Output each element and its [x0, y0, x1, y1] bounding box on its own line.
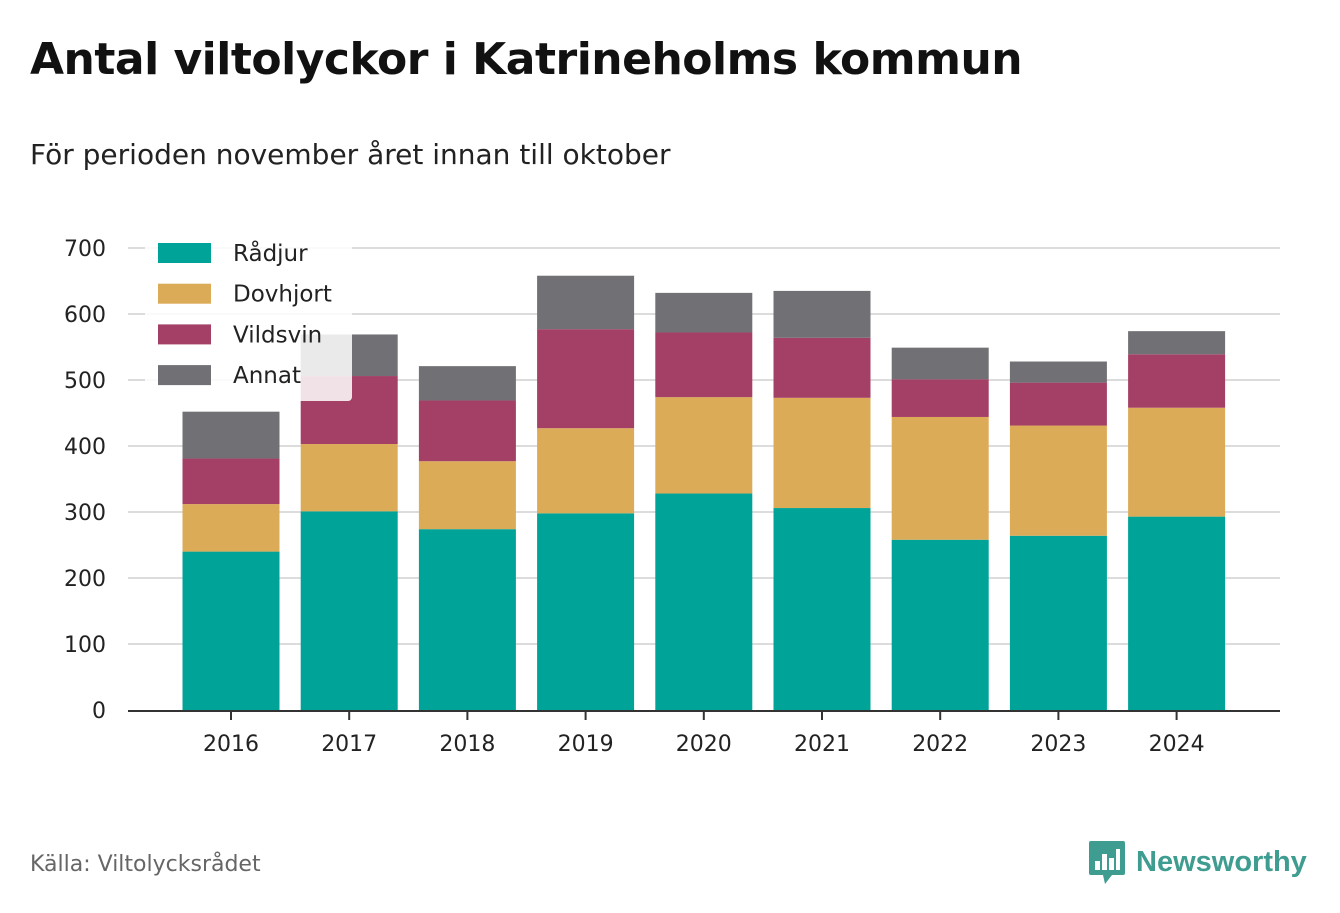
legend-swatch	[158, 365, 211, 386]
chart-title: Antal viltolyckor i Katrineholms kommun	[30, 34, 1023, 85]
bar-segment-vildsvin-2024	[1128, 354, 1226, 408]
y-tick-label: 600	[64, 303, 106, 328]
legend-label: Annat	[233, 363, 301, 389]
bar-segment-rådjur-2016	[182, 551, 280, 710]
legend-swatch	[158, 324, 211, 345]
bar-segment-rådjur-2023	[1009, 535, 1107, 710]
y-tick-label: 400	[64, 435, 106, 460]
x-axis: 2016 2017 2018 2019 2020 2021 2022 2023 2024	[128, 710, 1280, 757]
bar-segment-dovhjort-2022	[891, 416, 989, 540]
brand-logo: Newsworthy	[1088, 838, 1307, 886]
legend-label: Vildsvin	[233, 322, 322, 348]
y-tick-label: 700	[64, 237, 106, 262]
bar-segment-vildsvin-2022	[891, 379, 989, 417]
x-tick-label: 2021	[794, 732, 850, 757]
bar-segment-annat-2024	[1128, 331, 1226, 355]
bar-segment-dovhjort-2020	[655, 397, 753, 494]
y-axis: 0 100 200 300 400 500 600 700	[64, 237, 106, 724]
x-tick-label: 2016	[203, 732, 259, 757]
y-tick-label: 200	[64, 567, 106, 592]
legend-label: Rådjur	[233, 239, 308, 267]
bar-segment-rådjur-2019	[537, 513, 635, 710]
bar-segment-dovhjort-2024	[1128, 407, 1226, 517]
bar-segment-vildsvin-2023	[1009, 382, 1107, 426]
legend-swatch	[158, 243, 211, 263]
bar-segment-annat-2021	[773, 290, 871, 338]
bar-segment-rådjur-2017	[300, 511, 398, 710]
bar-segment-rådjur-2018	[418, 529, 516, 710]
legend-label: Dovhjort	[233, 282, 332, 308]
bar-segment-annat-2020	[655, 292, 753, 333]
x-tick-label: 2024	[1149, 732, 1205, 757]
bar-segment-vildsvin-2018	[418, 400, 516, 462]
brand-name: Newsworthy	[1136, 845, 1307, 878]
bar-segment-annat-2022	[891, 347, 989, 380]
bar-segment-rådjur-2021	[773, 508, 871, 710]
bar-segment-dovhjort-2021	[773, 397, 871, 509]
x-tick-label: 2018	[439, 732, 495, 757]
y-tick-label: 500	[64, 369, 106, 394]
chart-subtitle: För perioden november året innan till ok…	[30, 138, 671, 171]
bar-segment-annat-2016	[182, 411, 280, 459]
bar-segment-rådjur-2024	[1128, 516, 1226, 710]
legend-swatch	[158, 283, 211, 304]
x-tick-label: 2017	[321, 732, 377, 757]
bar-segment-rådjur-2020	[655, 493, 753, 710]
bar-segment-vildsvin-2016	[182, 458, 280, 505]
x-tick-label: 2023	[1030, 732, 1086, 757]
bar-segment-dovhjort-2017	[300, 444, 398, 512]
bar-segment-vildsvin-2019	[537, 329, 635, 429]
bar-segment-annat-2019	[537, 275, 635, 330]
bar-segment-annat-2023	[1009, 361, 1107, 383]
x-tick-label: 2022	[912, 732, 968, 757]
bar-segment-dovhjort-2019	[537, 428, 635, 514]
bar-segment-vildsvin-2021	[773, 337, 871, 398]
bar-segment-dovhjort-2023	[1009, 425, 1107, 536]
x-tick-label: 2019	[558, 732, 614, 757]
bar-segment-vildsvin-2020	[655, 332, 753, 398]
legend: Rådjur Dovhjort Vildsvin Annat	[145, 236, 352, 401]
bar-segment-dovhjort-2016	[182, 504, 280, 552]
bar-segment-dovhjort-2018	[418, 461, 516, 530]
bar-segment-annat-2018	[418, 366, 516, 401]
bar-chart-speech-bubble-icon	[1089, 841, 1125, 884]
bars	[182, 275, 1226, 710]
y-tick-label: 0	[92, 699, 106, 724]
y-tick-label: 100	[64, 633, 106, 658]
x-tick-label: 2020	[676, 732, 732, 757]
source-note: Källa: Viltolycksrådet	[30, 852, 261, 877]
legend-box	[145, 236, 352, 401]
bar-segment-rådjur-2022	[891, 539, 989, 710]
y-tick-label: 300	[64, 501, 106, 526]
